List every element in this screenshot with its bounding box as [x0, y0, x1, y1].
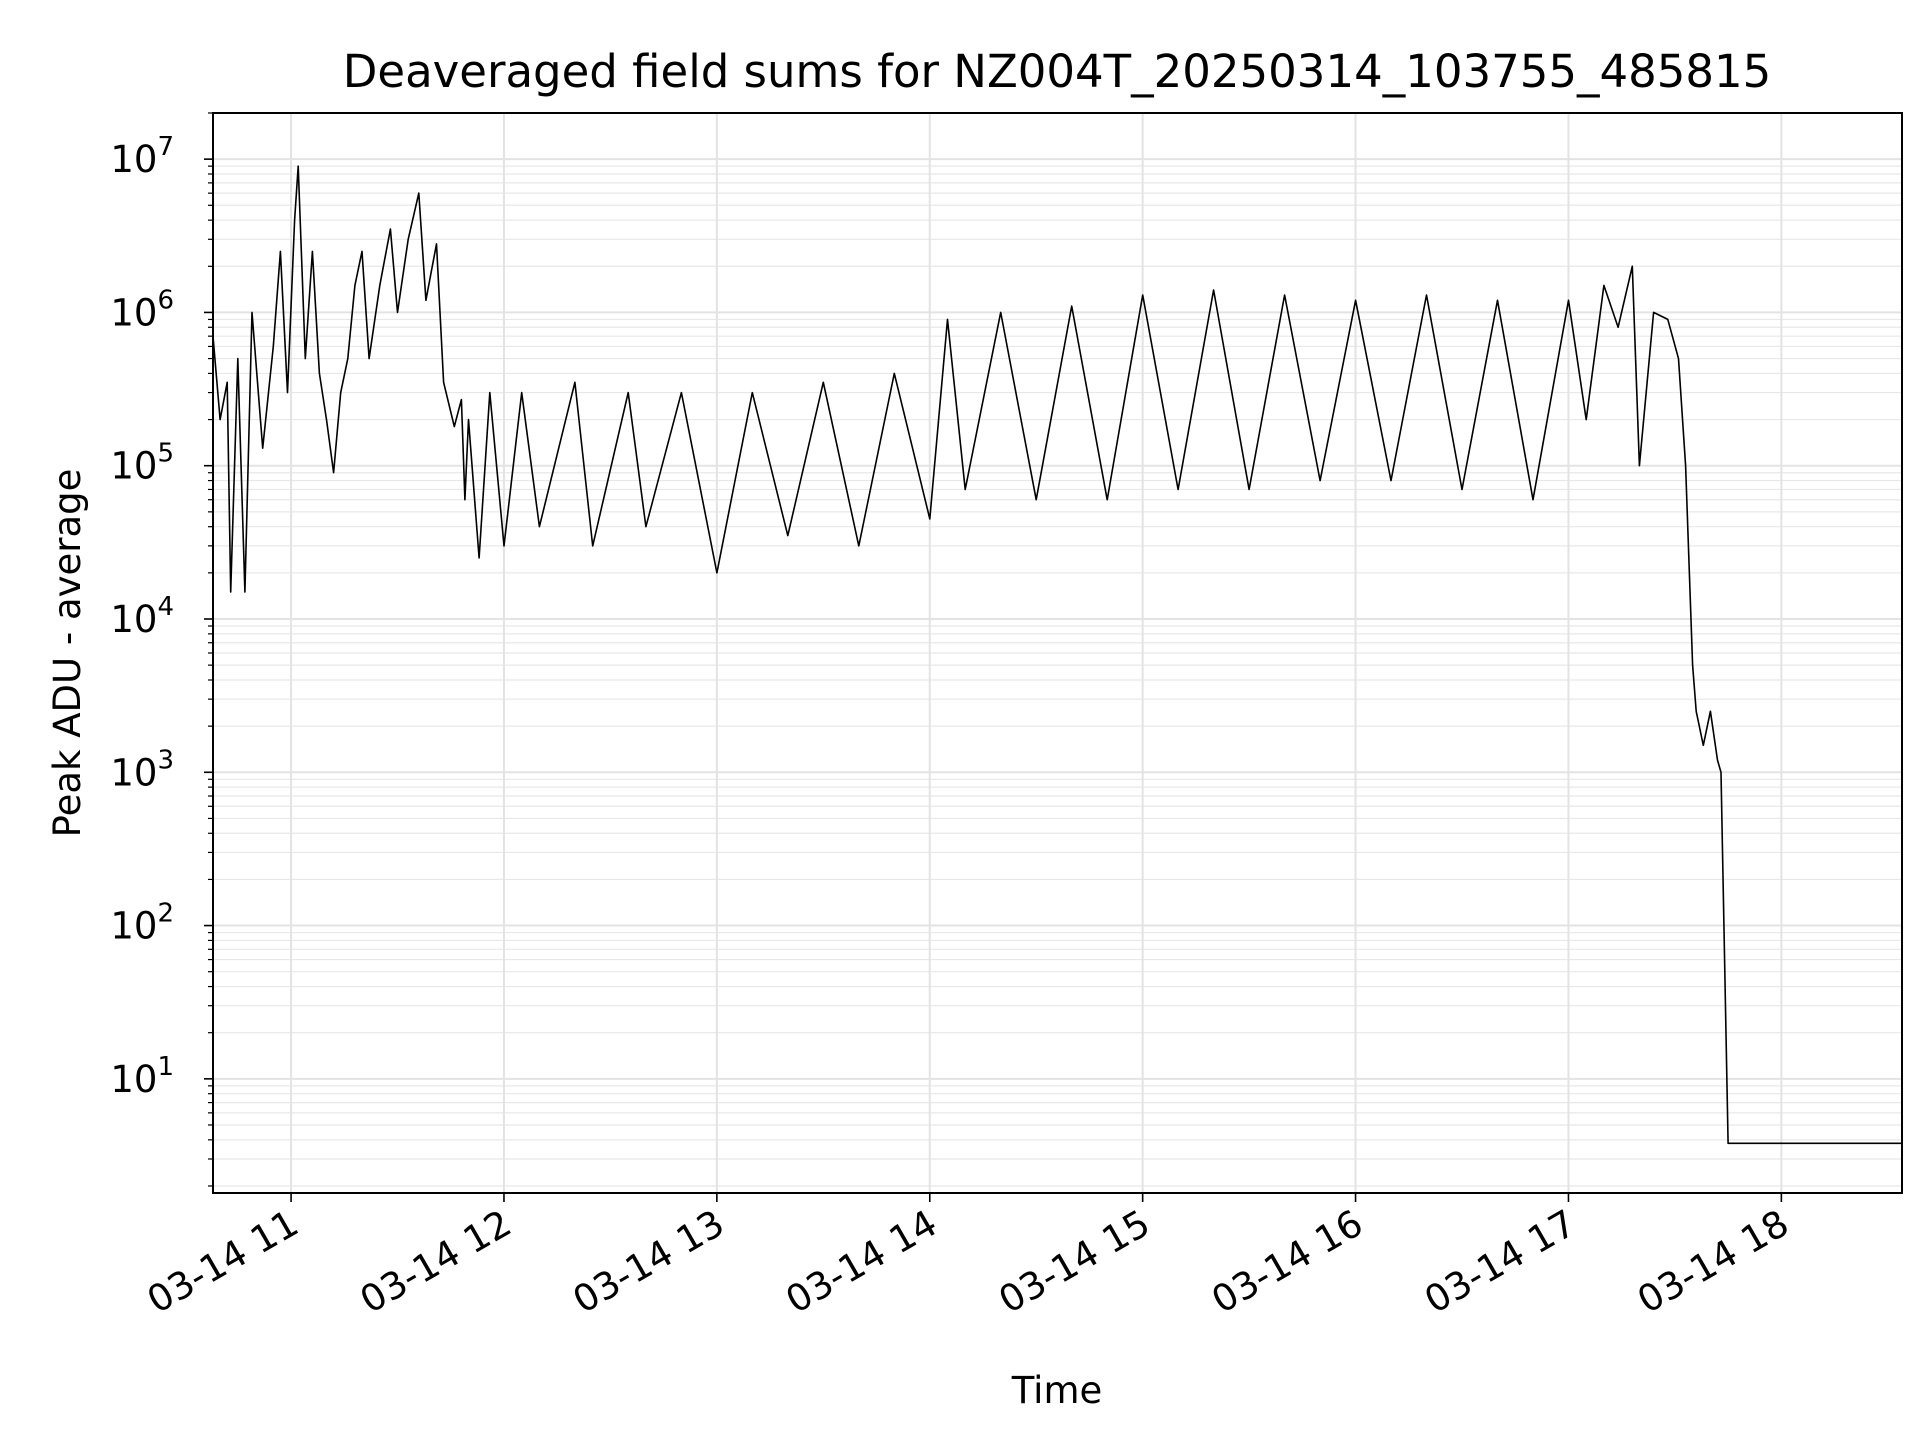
y-tick-label: 101 — [110, 1052, 174, 1101]
y-axis-label: Peak ADU - average — [46, 469, 89, 838]
x-axis-label: Time — [1011, 1369, 1103, 1412]
y-tick-label: 103 — [110, 745, 174, 794]
plot-area — [212, 165, 1902, 1145]
y-tick-label: 106 — [110, 285, 174, 334]
series-line — [212, 165, 1902, 1145]
y-tick-label: 105 — [110, 439, 174, 488]
y-tick-label: 102 — [110, 899, 174, 948]
y-tick-label: 104 — [110, 592, 174, 641]
y-tick-label: 107 — [110, 132, 174, 181]
grid — [213, 112, 1902, 1193]
chart-title: Deaveraged field sums for NZ004T_2025031… — [343, 45, 1772, 98]
y-axis: 101 102 103 104 105 106 107 — [110, 112, 213, 1187]
